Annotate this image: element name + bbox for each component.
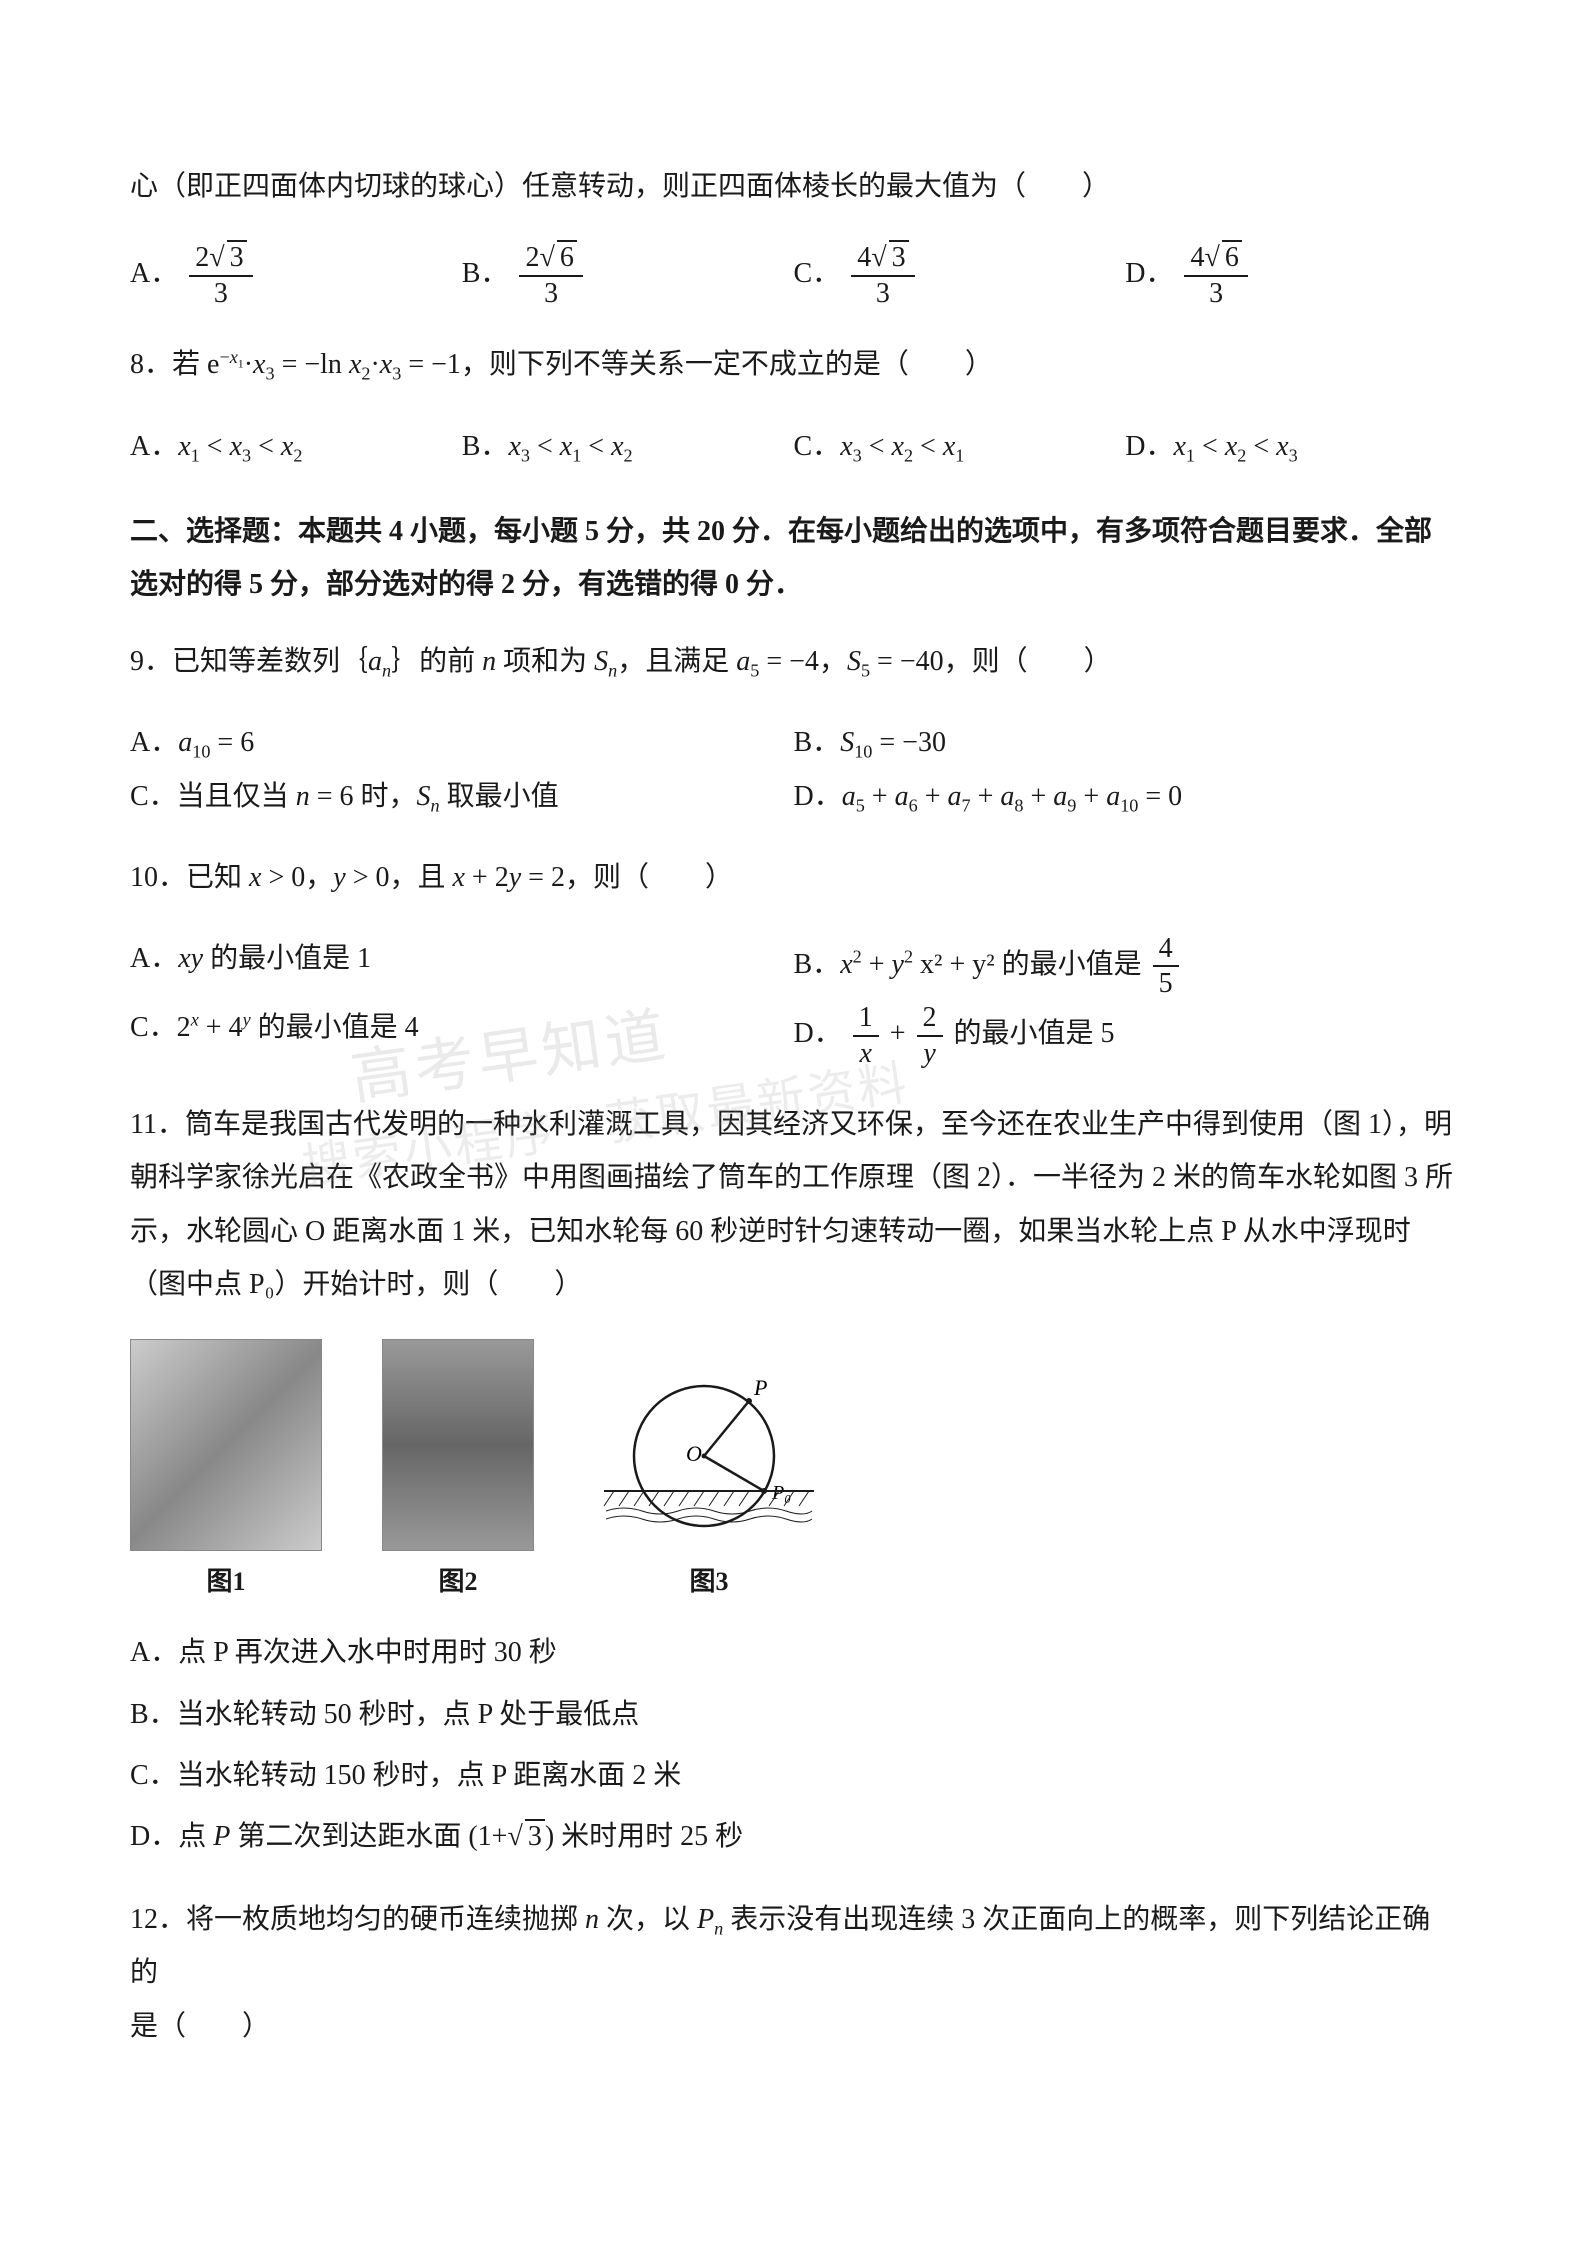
- q8-opt-d: D．x1 < x2 < x3: [1125, 420, 1457, 473]
- q11-opt-d: D．点 P 第二次到达距水面 (1+√3) 米时用时 25 秒: [130, 1810, 1457, 1863]
- q10-opt-c: C．2x + 4y 的最小值是 4: [130, 1001, 794, 1070]
- q9-opt-b: B．S10 = −30: [794, 716, 1458, 769]
- question-7: 心（即正四面体内切球的球心）任意转动，则正四面体棱长的最大值为（ ）: [130, 160, 1457, 213]
- q11-opt-b: B．当水轮转动 50 秒时，点 P 处于最低点: [130, 1688, 1457, 1741]
- q9-opt-c: C．当且仅当 n = 6 时，Sn 取最小值: [130, 770, 794, 823]
- q10-b-pre: x² + y² 的最小值是: [920, 949, 1142, 980]
- q8-options: A．x1 < x3 < x2 B．x3 < x1 < x2 C．x3 < x2 …: [130, 420, 1457, 473]
- q7-opt-b: B． 2√63: [462, 241, 794, 310]
- q10-b-num: 4: [1153, 932, 1179, 968]
- figure-2-image: [382, 1339, 534, 1551]
- question-11: 11．筒车是我国古代发明的一种水利灌溉工具，因其经济又环保，至今还在农业生产中得…: [130, 1098, 1457, 1311]
- q7-opt-a: A． 2√33: [130, 241, 462, 310]
- q7-options: A． 2√33 B． 2√63 C． 4√33 D． 4√63: [130, 241, 1457, 310]
- question-12: 12．将一枚质地均匀的硬币连续抛掷 n 次，以 Pn 表示没有出现连续 3 次正…: [130, 1893, 1457, 2053]
- question-8: 8．若 e−x1·x3 = −ln x2·x3 = −1，则下列不等关系一定不成…: [130, 338, 1457, 391]
- q10-opt-a: A．xy 的最小值是 1: [130, 932, 794, 1001]
- q8-opt-c: C．x3 < x2 < x1: [794, 420, 1126, 473]
- waterwheel-svg: O P P₀: [594, 1361, 824, 1551]
- figure-1-image: [130, 1339, 322, 1551]
- figure-3: O P P₀: [594, 1361, 824, 1606]
- q7-stem: 心（即正四面体内切球的球心）任意转动，则正四面体棱长的最大值为（ ）: [130, 171, 1110, 202]
- q8-opt-b: B．x3 < x1 < x2: [462, 420, 794, 473]
- q10-d-tail: 的最小值是 5: [954, 1018, 1115, 1049]
- q11-opt-c: C．当水轮转动 150 秒时，点 P 距离水面 2 米: [130, 1749, 1457, 1802]
- q11-stem: 11．筒车是我国古代发明的一种水利灌溉工具，因其经济又环保，至今还在农业生产中得…: [130, 1109, 1453, 1300]
- figure-1-caption: 图1: [130, 1557, 322, 1606]
- figure-3-diagram: O P P₀: [594, 1361, 824, 1551]
- q10-opt-b: B．x2 + y2 x² + y² 的最小值是 45: [794, 932, 1458, 1001]
- q11-figures: 图1 图2 O P P₀: [130, 1339, 1457, 1606]
- figure-2-caption: 图2: [382, 1557, 534, 1606]
- q11-opt-a: A．点 P 再次进入水中时用时 30 秒: [130, 1626, 1457, 1679]
- section-2-title: 二、选择题：本题共 4 小题，每小题 5 分，共 20 分．在每小题给出的选项中…: [130, 505, 1457, 611]
- q9-opt-d: D．a5 + a6 + a7 + a8 + a9 + a10 = 0: [794, 770, 1458, 823]
- q10-d-n1: 1: [853, 1001, 879, 1037]
- question-9: 9．已知等差数列｛an｝的前 n 项和为 Sn，且满足 a5 = −4，S5 =…: [130, 635, 1457, 688]
- figure-3-caption: 图3: [594, 1557, 824, 1606]
- q8-opt-a: A．x1 < x3 < x2: [130, 420, 462, 473]
- figure-2: 图2: [382, 1339, 534, 1606]
- q9-opt-a: A．a10 = 6: [130, 716, 794, 769]
- label-p0: P₀: [771, 1482, 791, 1504]
- q11-options: A．点 P 再次进入水中时用时 30 秒 B．当水轮转动 50 秒时，点 P 处…: [130, 1626, 1457, 1863]
- q10-b-den: 5: [1153, 967, 1179, 1001]
- label-o: O: [686, 1441, 702, 1466]
- question-10: 10．已知 x > 0，y > 0，且 x + 2y = 2，则（ ）: [130, 851, 1457, 904]
- figure-1: 图1: [130, 1339, 322, 1606]
- q10-options: A．xy 的最小值是 1 B．x2 + y2 x² + y² 的最小值是 45 …: [130, 932, 1457, 1070]
- q10-d-n2: 2: [917, 1001, 943, 1037]
- q7-opt-c: C． 4√33: [794, 241, 1126, 310]
- q10-opt-d: D． 1x + 2y 的最小值是 5: [794, 1001, 1458, 1070]
- q7-opt-d: D． 4√63: [1125, 241, 1457, 310]
- q9-options: A．a10 = 6 B．S10 = −30 C．当且仅当 n = 6 时，Sn …: [130, 716, 1457, 822]
- label-p: P: [753, 1375, 767, 1400]
